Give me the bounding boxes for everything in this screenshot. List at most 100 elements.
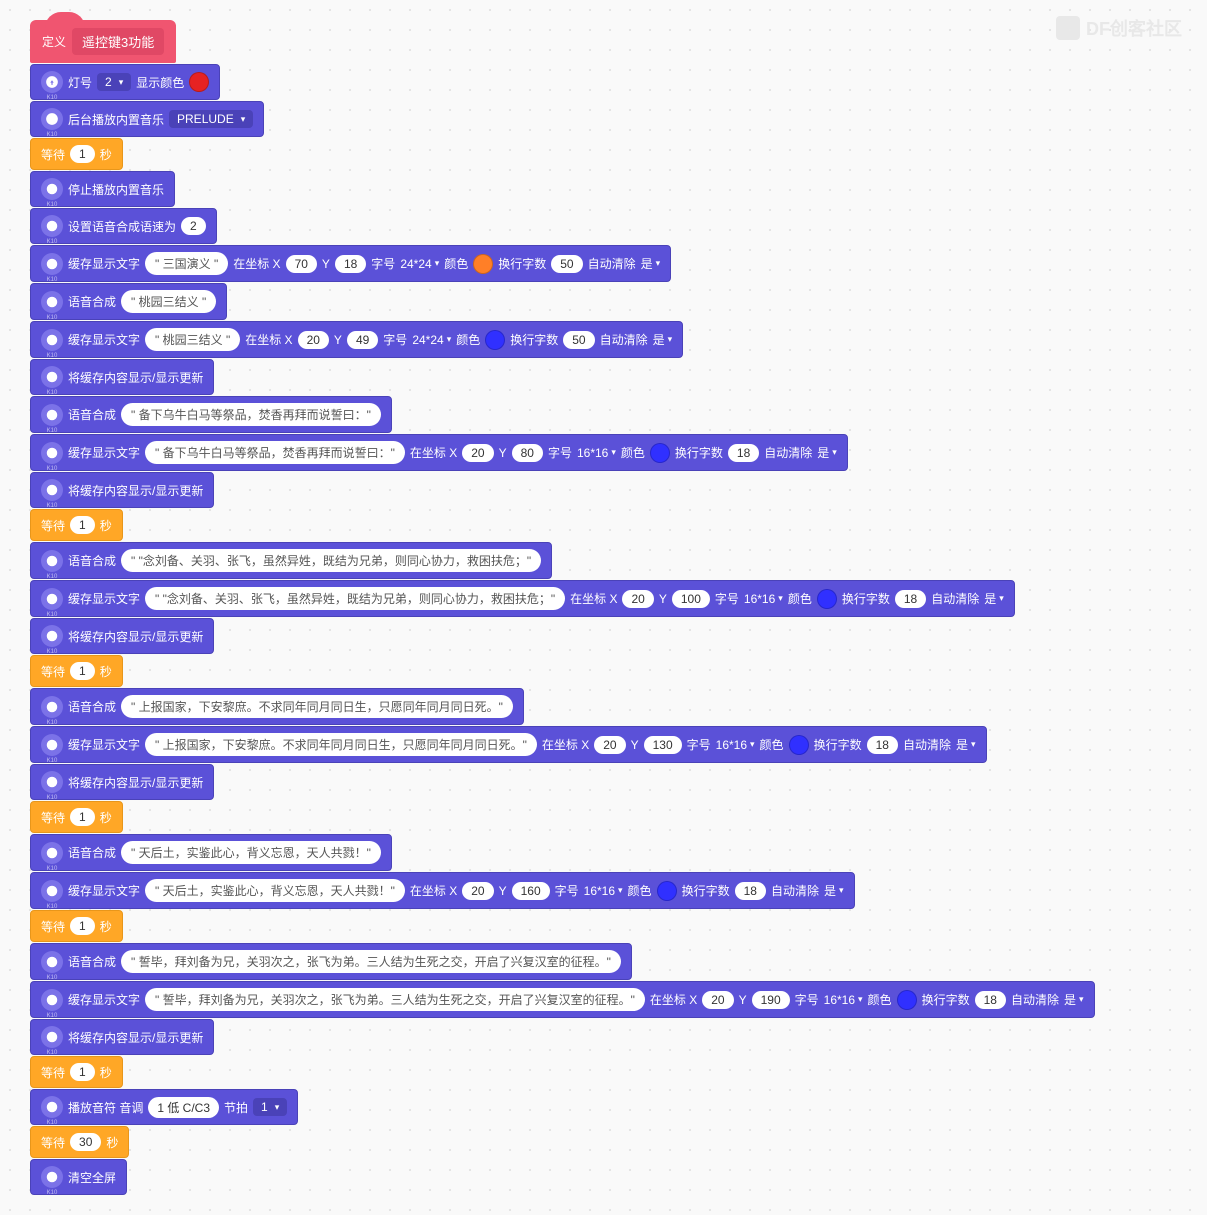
y-input[interactable]: 80 [512, 444, 543, 462]
wait-input[interactable]: 1 [70, 516, 95, 534]
stop-music-block[interactable]: 停止播放内置音乐 [30, 171, 175, 207]
y-input[interactable]: 18 [335, 255, 366, 273]
wrap-input[interactable]: 50 [563, 331, 594, 349]
wrap-input[interactable]: 50 [551, 255, 582, 273]
clear-dropdown[interactable]: 是 [1064, 991, 1084, 1008]
wait-block[interactable]: 等待 1 秒 [30, 509, 123, 541]
color-picker[interactable] [789, 735, 809, 755]
x-input[interactable]: 20 [622, 590, 653, 608]
clear-dropdown[interactable]: 是 [824, 882, 844, 899]
text-input[interactable]: " 三国演义 " [145, 252, 228, 275]
color-picker[interactable] [657, 881, 677, 901]
speed-input[interactable]: 2 [181, 217, 206, 235]
clear-screen-block[interactable]: 清空全屏 [30, 1159, 127, 1195]
cache-text-block[interactable]: 缓存显示文字 " 备下乌牛白马等祭品，焚香再拜而说誓曰：" 在坐标 X 20 Y… [30, 434, 848, 471]
beat-dropdown[interactable]: 1 [253, 1098, 287, 1116]
text-input[interactable]: " "念刘备、关羽、张飞，虽然异姓，既结为兄弟，则同心协力，救困扶危；" [145, 587, 565, 610]
wrap-input[interactable]: 18 [975, 991, 1006, 1009]
y-input[interactable]: 100 [672, 590, 710, 608]
tts-block[interactable]: 语音合成 " 桃园三结义 " [30, 283, 227, 320]
led-block[interactable]: 灯号 2 显示颜色 [30, 64, 220, 100]
wait-input[interactable]: 1 [70, 1063, 95, 1081]
color-picker[interactable] [473, 254, 493, 274]
cache-text-block[interactable]: 缓存显示文字 " 三国演义 " 在坐标 X 70 Y 18 字号 24*24 颜… [30, 245, 671, 282]
wait-input[interactable]: 1 [70, 808, 95, 826]
tts-block[interactable]: 语音合成 " "念刘备、关羽、张飞，虽然异姓，既结为兄弟，则同心协力，救困扶危；… [30, 542, 552, 579]
wait-block[interactable]: 等待 1 秒 [30, 910, 123, 942]
text-input[interactable]: " 誓毕，拜刘备为兄，关羽次之，张飞为弟。三人结为生死之交，开启了兴复汉室的征程… [145, 988, 645, 1011]
tts-block[interactable]: 语音合成 " 备下乌牛白马等祭品，焚香再拜而说誓曰：" [30, 396, 392, 433]
clear-dropdown[interactable]: 是 [641, 255, 661, 272]
x-input[interactable]: 70 [286, 255, 317, 273]
y-input[interactable]: 160 [512, 882, 550, 900]
clear-dropdown[interactable]: 是 [956, 736, 976, 753]
text-input[interactable]: " 誓毕，拜刘备为兄，关羽次之，张飞为弟。三人结为生死之交，开启了兴复汉室的征程… [121, 950, 621, 973]
wait-block[interactable]: 等待 30 秒 [30, 1126, 129, 1158]
tts-block[interactable]: 语音合成 " 誓毕，拜刘备为兄，关羽次之，张飞为弟。三人结为生死之交，开启了兴复… [30, 943, 632, 980]
x-input[interactable]: 20 [462, 444, 493, 462]
y-input[interactable]: 190 [752, 991, 790, 1009]
text-input[interactable]: " 上报国家，下安黎庶。不求同年同月同日生，只愿同年同月同日死。" [121, 695, 513, 718]
wrap-input[interactable]: 18 [735, 882, 766, 900]
font-dropdown[interactable]: 16*16 [577, 446, 616, 460]
x-input[interactable]: 20 [298, 331, 329, 349]
wait-block[interactable]: 等待 1 秒 [30, 1056, 123, 1088]
font-dropdown[interactable]: 16*16 [716, 738, 755, 752]
color-picker[interactable] [817, 589, 837, 609]
cache-text-block[interactable]: 缓存显示文字 " 天后土，实鉴此心，背义忘恩，天人共戮！" 在坐标 X 20 Y… [30, 872, 855, 909]
define-hat-block[interactable]: 定义 遥控键3功能 [30, 20, 176, 63]
y-input[interactable]: 130 [644, 736, 682, 754]
wrap-input[interactable]: 18 [895, 590, 926, 608]
x-input[interactable]: 20 [702, 991, 733, 1009]
play-music-block[interactable]: 后台播放内置音乐 PRELUDE [30, 101, 264, 137]
color-picker[interactable] [650, 443, 670, 463]
font-dropdown[interactable]: 16*16 [744, 592, 783, 606]
text-input[interactable]: " 桃园三结义 " [145, 328, 240, 351]
wait-input[interactable]: 1 [70, 662, 95, 680]
note-input[interactable]: 1 低 C/C3 [148, 1097, 219, 1118]
font-dropdown[interactable]: 16*16 [584, 884, 623, 898]
text-input[interactable]: " 备下乌牛白马等祭品，焚香再拜而说誓曰：" [121, 403, 381, 426]
wait-block[interactable]: 等待 1 秒 [30, 801, 123, 833]
wait-block[interactable]: 等待 1 秒 [30, 138, 123, 170]
clear-dropdown[interactable]: 是 [984, 590, 1004, 607]
tts-block[interactable]: 语音合成 " 上报国家，下安黎庶。不求同年同月同日生，只愿同年同月同日死。" [30, 688, 524, 725]
wait-input[interactable]: 1 [70, 917, 95, 935]
color-picker[interactable] [897, 990, 917, 1010]
color-picker[interactable] [485, 330, 505, 350]
refresh-block[interactable]: 将缓存内容显示/显示更新 [30, 1019, 214, 1055]
refresh-block[interactable]: 将缓存内容显示/显示更新 [30, 359, 214, 395]
wait-input[interactable]: 1 [70, 145, 95, 163]
font-dropdown[interactable]: 16*16 [824, 993, 863, 1007]
wrap-input[interactable]: 18 [728, 444, 759, 462]
x-input[interactable]: 20 [594, 736, 625, 754]
led-dropdown[interactable]: 2 [97, 73, 131, 91]
text-input[interactable]: " 天后土，实鉴此心，背义忘恩，天人共戮！" [121, 841, 381, 864]
font-dropdown[interactable]: 24*24 [400, 257, 439, 271]
refresh-block[interactable]: 将缓存内容显示/显示更新 [30, 618, 214, 654]
clear-dropdown[interactable]: 是 [653, 331, 673, 348]
play-note-block[interactable]: 播放音符 音调 1 低 C/C3 节拍 1 [30, 1089, 298, 1125]
wrap-input[interactable]: 18 [867, 736, 898, 754]
music-dropdown[interactable]: PRELUDE [169, 110, 253, 128]
refresh-block[interactable]: 将缓存内容显示/显示更新 [30, 764, 214, 800]
font-dropdown[interactable]: 24*24 [412, 333, 451, 347]
tts-block[interactable]: 语音合成 " 天后土，实鉴此心，背义忘恩，天人共戮！" [30, 834, 392, 871]
cache-text-block[interactable]: 缓存显示文字 " "念刘备、关羽、张飞，虽然异姓，既结为兄弟，则同心协力，救困扶… [30, 580, 1015, 617]
x-input[interactable]: 20 [462, 882, 493, 900]
y-input[interactable]: 49 [347, 331, 378, 349]
text-input[interactable]: " 桃园三结义 " [121, 290, 216, 313]
cache-text-block[interactable]: 缓存显示文字 " 上报国家，下安黎庶。不求同年同月同日生，只愿同年同月同日死。"… [30, 726, 987, 763]
text-input[interactable]: " 上报国家，下安黎庶。不求同年同月同日生，只愿同年同月同日死。" [145, 733, 537, 756]
wait-input[interactable]: 30 [70, 1133, 101, 1151]
cache-text-block[interactable]: 缓存显示文字 " 誓毕，拜刘备为兄，关羽次之，张飞为弟。三人结为生死之交，开启了… [30, 981, 1095, 1018]
wait-block[interactable]: 等待 1 秒 [30, 655, 123, 687]
text-input[interactable]: " 天后土，实鉴此心，背义忘恩，天人共戮！" [145, 879, 405, 902]
text-input[interactable]: " 备下乌牛白马等祭品，焚香再拜而说誓曰：" [145, 441, 405, 464]
refresh-block[interactable]: 将缓存内容显示/显示更新 [30, 472, 214, 508]
set-speed-block[interactable]: 设置语音合成语速为 2 [30, 208, 217, 244]
cache-text-block[interactable]: 缓存显示文字 " 桃园三结义 " 在坐标 X 20 Y 49 字号 24*24 … [30, 321, 683, 358]
text-input[interactable]: " "念刘备、关羽、张飞，虽然异姓，既结为兄弟，则同心协力，救困扶危；" [121, 549, 541, 572]
color-picker[interactable] [189, 72, 209, 92]
clear-dropdown[interactable]: 是 [817, 444, 837, 461]
